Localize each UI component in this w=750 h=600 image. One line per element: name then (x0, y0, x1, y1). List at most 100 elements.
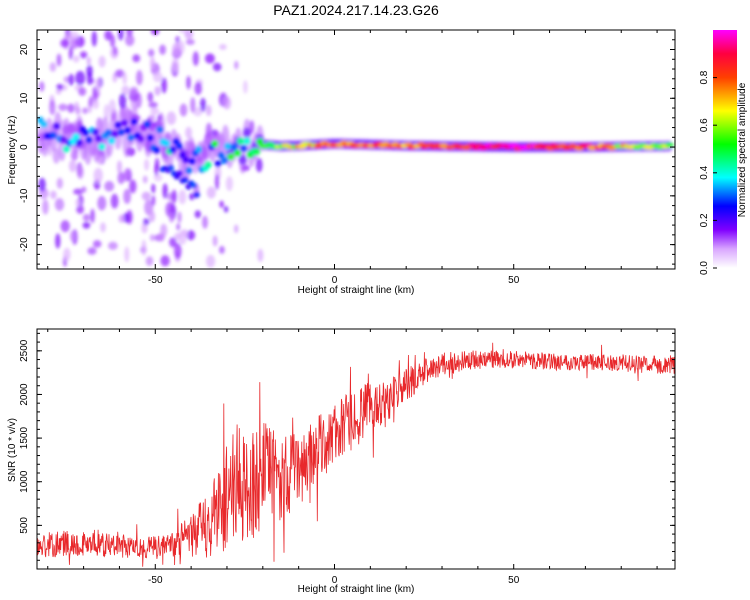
spectrogram-noise-blob (125, 34, 135, 47)
spectrogram-noise-blob (214, 174, 220, 190)
spectrogram-noise-blob (148, 210, 156, 223)
spectrogram-noise-blob (82, 221, 91, 229)
spectrogram-noise-blob (121, 85, 130, 96)
spectrogram-noise-blob (55, 88, 62, 95)
spectrogram-noise-blob (194, 210, 201, 219)
spectrogram-branch-blob (168, 164, 175, 171)
spectrogram-noise-blob (123, 167, 131, 180)
spectrogram-noise-blob (193, 107, 203, 117)
spectrogram-noise-blob (60, 38, 70, 48)
spectrogram-blobs (37, 30, 675, 268)
spectrogram-noise-blob (88, 96, 93, 108)
spectrogram-noise-blob (118, 93, 127, 110)
spectrogram-noise-blob (68, 73, 74, 86)
spectrogram-ridge-blob (185, 167, 193, 174)
spectrogram-ridge-blob (230, 143, 238, 151)
colorbar-tick-label: 0.4 (699, 165, 710, 179)
spectrogram-noise-blob (219, 44, 227, 50)
snr-panel: -50 0 50 500 1000 1500 2000 2500 Height of stra… (7, 328, 676, 595)
spectrogram-ridge-blob (188, 157, 196, 165)
spectrogram-noise-blob (162, 183, 168, 199)
spectrogram-noise-blob (60, 220, 70, 233)
spectrogram-noise-blob (79, 51, 88, 59)
colorbar-tick-label: 0.6 (699, 118, 710, 132)
spectrogram-ticks: -50 0 50 -20 -10 0 10 20 (19, 29, 675, 286)
spectrogram-noise-blob (136, 70, 143, 86)
spectrogram-noise-blob (206, 186, 216, 199)
spectrogram-noise-blob (103, 104, 110, 121)
spectrogram-halo (157, 112, 165, 141)
snr-ytick-label: 1000 (19, 470, 30, 493)
spectrogram-noise-blob (161, 77, 167, 94)
snr-plot-area (37, 329, 675, 569)
spectrogram-ridge-blob (227, 153, 235, 161)
spectrogram-xlabel: Height of straight line (km) (298, 285, 415, 296)
spectrogram-ridge-blob (143, 120, 151, 128)
snr-series-line (37, 342, 675, 567)
spectrogram-noise-blob (91, 30, 98, 47)
spectrogram-xtick-label: -50 (148, 275, 163, 286)
spectrogram-ridge-blob (237, 137, 245, 145)
spectrogram-ridge-blob (117, 128, 125, 136)
spectrogram-noise-blob (219, 245, 225, 254)
spectrogram-ytick-label: 10 (19, 92, 30, 104)
spectrogram-ridge-blob (182, 156, 190, 164)
spectrogram-ridge-blob (233, 149, 241, 157)
spectrogram-ridge-blob (111, 130, 119, 138)
spectrogram-noise-blob (104, 180, 115, 192)
spectrogram-noise-blob (42, 199, 49, 215)
spectrogram-noise-blob (116, 160, 123, 174)
spectrogram-ytick-label: 0 (19, 144, 30, 150)
colorbar-ticks: 0.0 0.2 0.4 0.6 0.8 (699, 70, 717, 275)
spectrogram-ridge-blob (137, 135, 145, 143)
colorbar-label: Normalized spectral amplitude (737, 82, 748, 217)
spectrogram-ridge-blob (169, 146, 177, 154)
spectrogram-noise-blob (212, 62, 222, 72)
snr-ytick-label: 2500 (19, 339, 30, 362)
spectrogram-noise-blob (110, 193, 119, 209)
spectrogram-ridge-blob (243, 137, 251, 145)
spectrogram-noise-blob (63, 247, 71, 262)
spectrogram-noise-blob (49, 62, 57, 72)
spectrogram-noise-blob (95, 77, 101, 94)
spectrogram-noise-blob (154, 157, 160, 171)
spectrogram-ridge-blob (121, 119, 128, 127)
spectrogram-noise-blob (73, 188, 83, 195)
snr-ylabel: SNR (10 * v/v) (7, 418, 18, 482)
spectrogram-noise-blob (145, 256, 154, 266)
spectrogram-noise-blob (169, 237, 177, 248)
spectrogram-ridge-blob (221, 157, 228, 165)
spectrogram-noise-blob (223, 206, 229, 213)
spectrogram-noise-blob (76, 165, 84, 180)
spectrogram-ridge-blob (204, 161, 212, 169)
spectrogram-noise-blob (58, 103, 68, 112)
colorbar-tick-label: 0.0 (699, 261, 710, 275)
spectrogram-noise-blob (171, 57, 179, 73)
snr-marks (37, 342, 675, 567)
spectrogram-ridge-blob (75, 139, 83, 147)
spectrogram-noise-blob (222, 96, 231, 110)
spectrogram-noise-blob (149, 56, 156, 70)
spectrogram-noise-blob (147, 91, 154, 103)
snr-ytick-label: 2000 (19, 383, 30, 406)
spectrogram-noise-blob (68, 46, 73, 60)
spectrogram-ridge-blob (50, 131, 57, 139)
spectrogram-noise-blob (141, 191, 151, 201)
spectrogram-noise-blob (174, 243, 182, 259)
spectrogram-noise-blob (75, 70, 86, 86)
spectrogram-noise-blob (56, 177, 63, 189)
spectrogram-noise-blob (75, 198, 81, 207)
spectrogram-noise-blob (204, 53, 215, 64)
spectrogram-ridge-blob (114, 121, 122, 129)
spectrogram-noise-blob (143, 218, 150, 226)
spectrogram-noise-blob (152, 71, 163, 83)
spectrogram-ridge-blob (153, 146, 161, 154)
spectrogram-ridge-blob (40, 120, 48, 128)
spectrogram-xtick-label: 50 (508, 275, 520, 286)
snr-ticks: -50 0 50 500 1000 1500 2000 2500 (19, 329, 675, 586)
spectrogram-halo (243, 127, 251, 138)
spectrogram-noise-blob (39, 81, 45, 92)
spectrogram-noise-blob (200, 97, 206, 112)
spectrogram-noise-blob (149, 234, 155, 242)
